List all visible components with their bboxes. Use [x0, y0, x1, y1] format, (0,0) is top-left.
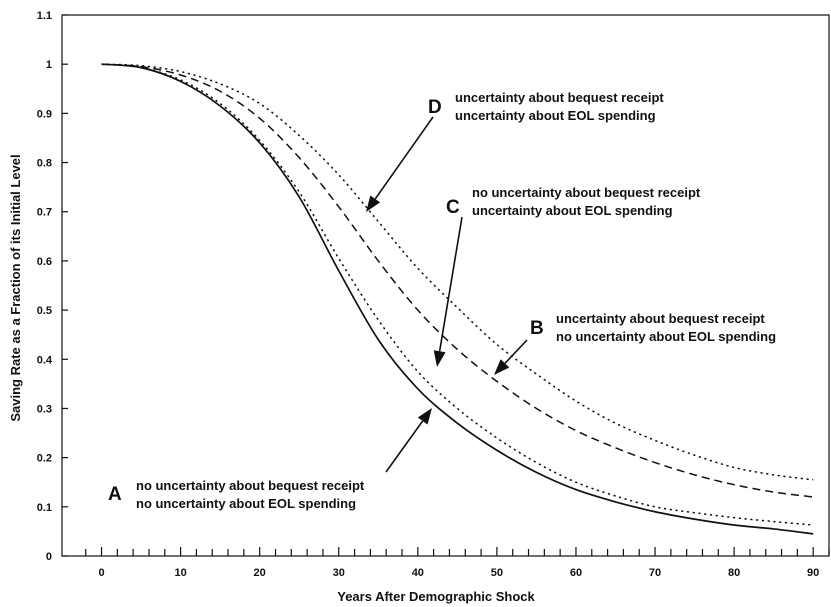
y-tick-label: 0.2 [37, 453, 52, 465]
x-tick-label: 0 [98, 567, 104, 579]
series-lines [101, 63, 814, 535]
x-tick-label: 20 [254, 567, 266, 579]
annotation-c-line-1: no uncertainty about bequest receipt [472, 185, 701, 200]
annotation-d-line-2: uncertainty about EOL spending [455, 108, 656, 123]
arrow-a [385, 408, 432, 473]
y-tick-label: 0.3 [37, 403, 52, 415]
y-tick-label: 0.6 [37, 256, 52, 268]
x-axis-title: Years After Demographic Shock [337, 589, 535, 604]
plot-border [61, 14, 830, 557]
annotation-a: A no uncertainty about bequest receipt n… [108, 478, 365, 511]
y-tick-label: 0.5 [37, 305, 52, 317]
y-tick-label: 0.9 [37, 108, 52, 120]
annotation-d-letter: D [428, 97, 442, 118]
x-tick-label: 40 [412, 567, 424, 579]
y-tick-label: 1 [46, 59, 52, 71]
x-tick-label: 10 [174, 567, 186, 579]
y-axis-ticks: 0 0.1 0.2 0.3 0.4 0.5 0.6 0.7 0.8 0.9 1 1.1 [37, 10, 68, 563]
annotation-b-line-2: no uncertainty about EOL spending [556, 329, 776, 344]
annotation-a-letter: A [108, 484, 122, 505]
annotation-c: C no uncertainty about bequest receipt u… [446, 185, 701, 218]
x-axis-ticks: 0 10 20 30 40 50 60 70 80 90 [85, 547, 830, 579]
y-axis-title: Saving Rate as a Fraction of its Initial… [8, 154, 23, 421]
y-tick-label: 0.8 [37, 158, 52, 170]
y-tick-label: 0.1 [37, 502, 52, 514]
annotation-c-letter: C [446, 197, 460, 218]
annotation-b-letter: B [530, 318, 544, 339]
annotation-b: B uncertainty about bequest receipt no u… [530, 311, 776, 344]
y-tick-label: 0.7 [37, 207, 52, 219]
x-tick-label: 70 [649, 567, 661, 579]
plot-frame [61, 14, 830, 557]
annotation-b-line-1: uncertainty about bequest receipt [556, 311, 765, 326]
series-line-3 [101, 63, 814, 498]
series-line-4 [101, 63, 814, 481]
x-tick-label: 60 [570, 567, 582, 579]
x-tick-label: 50 [491, 567, 503, 579]
series-line-2 [101, 63, 814, 526]
x-tick-label: 80 [728, 567, 740, 579]
y-tick-label: 0.4 [37, 354, 53, 366]
annotation-d: D uncertainty about bequest receipt unce… [428, 90, 664, 123]
y-tick-label: 0 [46, 551, 52, 563]
annotation-a-line-2: no uncertainty about EOL spending [136, 496, 356, 511]
y-tick-label: 1.1 [37, 10, 52, 22]
annotation-d-line-1: uncertainty about bequest receipt [455, 90, 664, 105]
annotation-a-line-1: no uncertainty about bequest receipt [136, 478, 365, 493]
x-tick-label: 90 [807, 567, 819, 579]
x-tick-label: 30 [333, 567, 345, 579]
annotation-arrows [366, 116, 528, 473]
arrow-d [366, 116, 434, 212]
arrow-c [433, 216, 463, 367]
arrow-b [494, 339, 528, 375]
series-line-1 [101, 63, 814, 535]
annotation-c-line-2: uncertainty about EOL spending [472, 203, 673, 218]
